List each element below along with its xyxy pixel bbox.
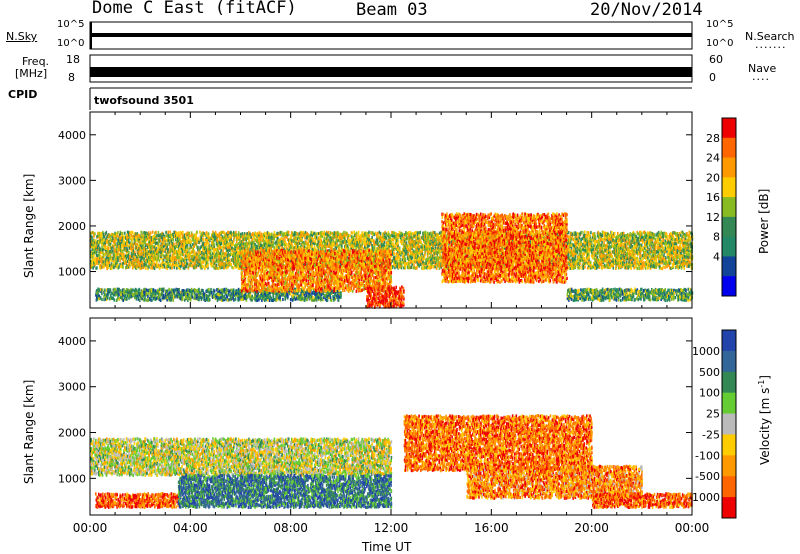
power-heatmap: [90, 212, 693, 309]
freq-trace: [90, 67, 692, 77]
velocity-colorbar-segment: [722, 330, 736, 351]
velocity-ytick-label: 4000: [58, 335, 86, 348]
velocity-colorbar-segment: [722, 497, 736, 518]
velocity-colorbar-segment: [722, 351, 736, 372]
velocity-ytick-label: 1000: [58, 472, 86, 485]
x-tick-label: 08:00: [273, 521, 308, 535]
power-ytick-label: 2000: [58, 220, 86, 233]
velocity-colorbar-tick: -500: [695, 470, 720, 483]
x-tick-label: 00:00: [675, 521, 710, 535]
power-colorbar-segment: [722, 217, 736, 237]
power-colorbar-tick: 12: [706, 211, 720, 224]
power-colorbar-segment: [722, 256, 736, 276]
power-ytick-label: 1000: [58, 266, 86, 279]
power-colorbar-segment: [722, 138, 736, 158]
velocity-colorbar-segment: [722, 476, 736, 497]
velocity-colorbar-segment: [722, 434, 736, 455]
x-tick-label: 00:00: [73, 521, 108, 535]
velocity-colorbar-tick: -25: [702, 428, 720, 441]
power-colorbar-tick: 24: [706, 152, 720, 165]
power-colorbar-segment: [722, 197, 736, 217]
power-colorbar-segment: [722, 237, 736, 257]
power-colorbar-tick: 20: [706, 171, 720, 184]
velocity-colorbar-tick: 1000: [692, 345, 720, 358]
velocity-ytick-label: 2000: [58, 427, 86, 440]
power-ytick-label: 3000: [58, 174, 86, 187]
velocity-colorbar-segment: [722, 455, 736, 476]
velocity-colorbar-tick: 100: [699, 387, 720, 400]
power-colorbar-tick: 16: [706, 191, 720, 204]
x-tick-label: 04:00: [173, 521, 208, 535]
x-tick-label: 12:00: [374, 521, 409, 535]
x-tick-label: 16:00: [474, 521, 509, 535]
velocity-colorbar-segment: [722, 414, 736, 435]
power-colorbar-segment: [722, 158, 736, 178]
velocity-colorbar-tick: -100: [695, 449, 720, 462]
power-ytick-label: 4000: [58, 129, 86, 142]
velocity-colorbar-tick: 25: [706, 408, 720, 421]
power-colorbar-segment: [722, 177, 736, 197]
velocity-colorbar-tick: 500: [699, 366, 720, 379]
power-colorbar-tick: 4: [713, 250, 720, 263]
power-colorbar-segment: [722, 276, 736, 296]
nsky-trace: [90, 33, 692, 37]
velocity-colorbar-tick: -1000: [688, 491, 720, 504]
velocity-colorbar-segment: [722, 393, 736, 414]
velocity-colorbar-segment: [722, 372, 736, 393]
power-colorbar-segment: [722, 118, 736, 138]
power-colorbar-tick: 28: [706, 132, 720, 145]
x-tick-label: 20:00: [574, 521, 609, 535]
velocity-ytick-label: 3000: [58, 381, 86, 394]
velocity-heatmap: [90, 414, 693, 509]
power-colorbar-tick: 8: [713, 231, 720, 244]
